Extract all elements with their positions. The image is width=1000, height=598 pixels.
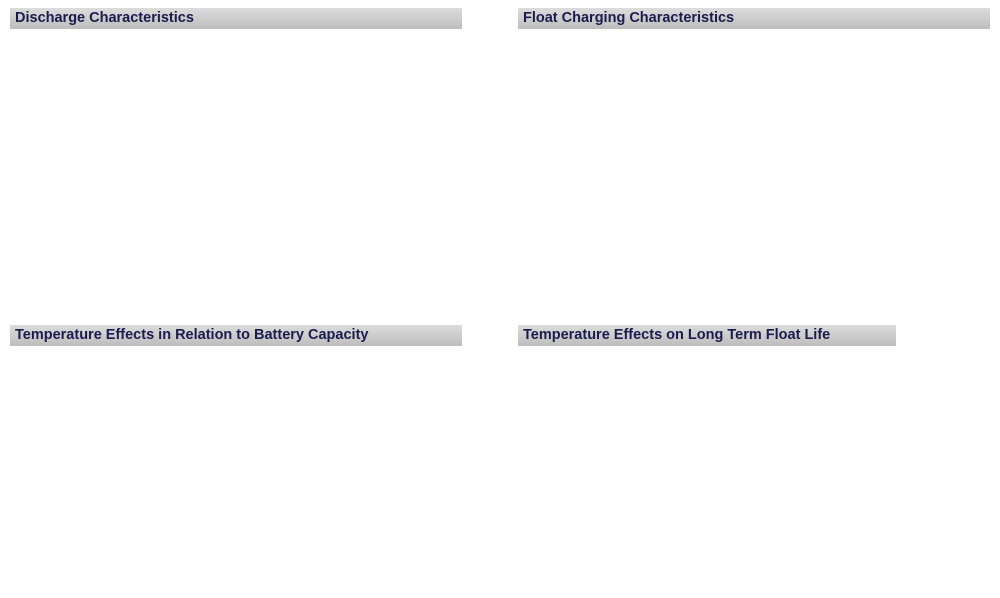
panel-discharge: Discharge Characteristics bbox=[10, 8, 492, 305]
panel-title-temp-capacity: Temperature Effects in Relation to Batte… bbox=[10, 325, 462, 346]
panel-float-charging: Float Charging Characteristics bbox=[518, 8, 996, 305]
panel-title-float-charging: Float Charging Characteristics bbox=[518, 8, 990, 29]
panel-title-discharge: Discharge Characteristics bbox=[10, 8, 462, 29]
float-life-chart bbox=[518, 346, 996, 589]
float-charging-chart bbox=[518, 29, 996, 305]
temperature-capacity-chart bbox=[10, 346, 490, 589]
panel-float-life: Temperature Effects on Long Term Float L… bbox=[518, 325, 996, 589]
panel-temp-capacity: Temperature Effects in Relation to Batte… bbox=[10, 325, 492, 589]
panel-title-float-life: Temperature Effects on Long Term Float L… bbox=[518, 325, 896, 346]
discharge-characteristics-chart bbox=[10, 29, 490, 305]
